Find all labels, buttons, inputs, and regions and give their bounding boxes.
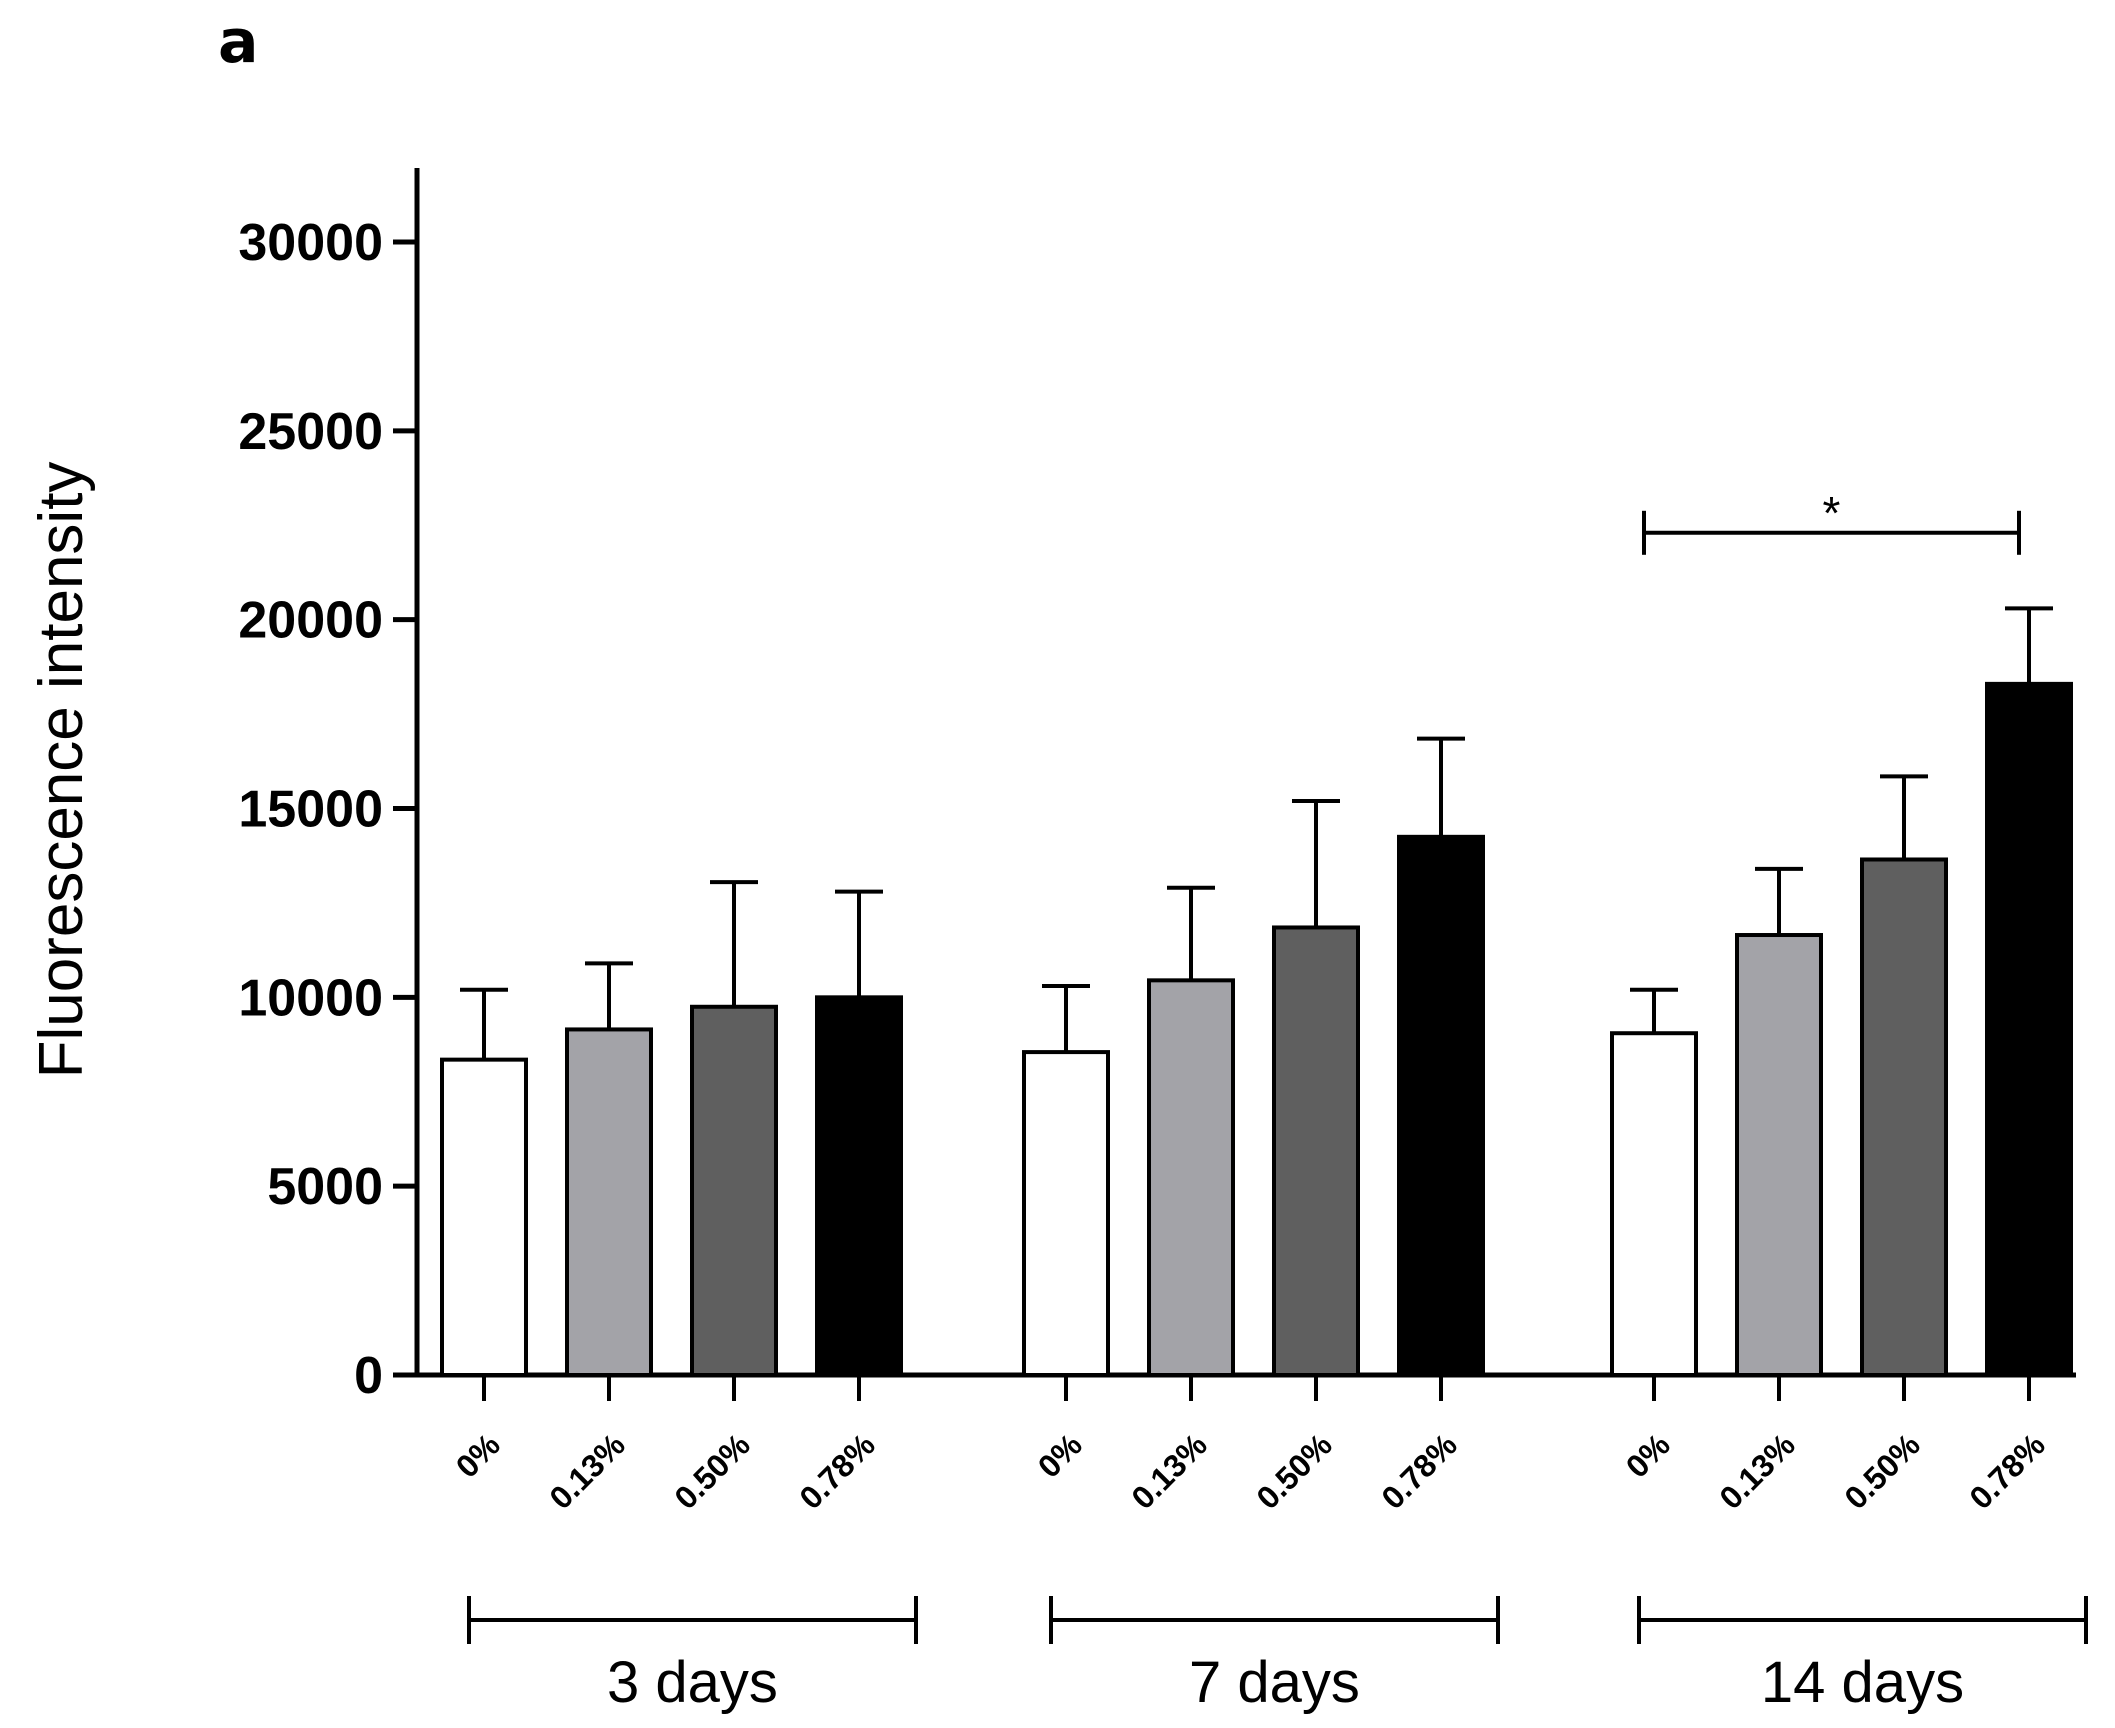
y-axis-label: Fluorescence intensity: [27, 462, 96, 1079]
bar: [1735, 933, 1823, 1377]
x-tick-label: 0.50%: [1837, 1426, 1927, 1516]
bar: [1022, 1050, 1110, 1377]
x-tick-label: 0.13%: [542, 1426, 632, 1516]
group-label: 7 days: [1189, 1650, 1360, 1715]
group-label: 14 days: [1761, 1650, 1964, 1715]
x-tick-label: 0.78%: [1962, 1426, 2052, 1516]
y-tick-label: 10000: [238, 969, 383, 1027]
y-tick-label: 20000: [238, 592, 383, 650]
y-tick-label: 25000: [238, 403, 383, 461]
bar: [1610, 1031, 1698, 1377]
x-tick-label: 0%: [1619, 1426, 1677, 1484]
panel-label: a: [218, 7, 259, 77]
plot-area: 0 5000 10000 15000 20000 25000 30000 0% 0.13% 0.5…: [238, 168, 2088, 1715]
significance-marker: *: [1823, 487, 1841, 539]
bar: [1397, 834, 1485, 1377]
x-tick-label: 0.78%: [1374, 1426, 1464, 1516]
y-tick-label: 5000: [267, 1158, 383, 1216]
x-tick-label: 0.13%: [1124, 1426, 1214, 1516]
x-tick-label: 0.50%: [1249, 1426, 1339, 1516]
bar: [1272, 925, 1360, 1378]
group-label: 3 days: [607, 1650, 778, 1715]
bar: [815, 995, 903, 1377]
bar: [690, 1004, 778, 1378]
y-tick-label: 30000: [238, 214, 383, 272]
x-tick-label: 0%: [449, 1426, 507, 1484]
y-tick-label: 0: [354, 1347, 383, 1405]
y-tick-label: 15000: [238, 781, 383, 839]
bar: [1860, 857, 1948, 1377]
x-tick-label: 0.50%: [667, 1426, 757, 1516]
bar: [440, 1057, 528, 1377]
bar: [1985, 681, 2073, 1377]
x-tick-label: 0.78%: [792, 1426, 882, 1516]
bar: [565, 1027, 653, 1378]
x-tick-label: 0%: [1031, 1426, 1089, 1484]
bar: [1147, 978, 1235, 1377]
x-tick-label: 0.13%: [1712, 1426, 1802, 1516]
